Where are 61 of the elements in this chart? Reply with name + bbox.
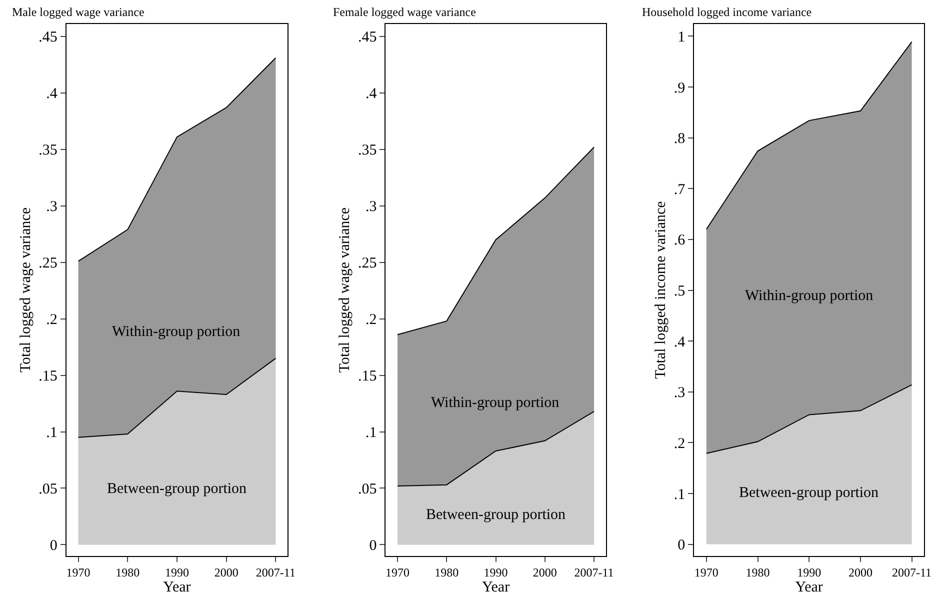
x-axis-title: Year — [163, 579, 191, 596]
y-tick-label: .2 — [365, 312, 377, 328]
y-tick-label: .3 — [46, 199, 58, 216]
y-axis-title: Total logged wage variance — [18, 207, 34, 373]
x-tick-label: 1990 — [484, 565, 508, 580]
x-tick-label: 2000 — [214, 565, 238, 580]
chart-title: Household logged income variance — [642, 5, 812, 19]
y-tick-label: .7 — [674, 182, 686, 198]
x-axis-title: Year — [795, 579, 823, 596]
x-tick-label: 2000 — [848, 565, 872, 580]
y-tick-label: 0 — [50, 538, 58, 554]
series-label: Within-group portion — [745, 288, 874, 304]
series-label: Between-group portion — [107, 481, 248, 497]
y-tick-label: .3 — [674, 385, 686, 402]
x-tick-label: 1970 — [386, 565, 410, 580]
chart-title: Male logged wage variance — [12, 5, 144, 19]
y-tick-label: .15 — [358, 368, 377, 385]
y-axis-title: Total logged income variance — [653, 200, 670, 379]
x-tick-label: 2007-11 — [256, 565, 296, 580]
y-tick-label: 1 — [678, 29, 686, 46]
y-tick-label: .1 — [674, 486, 686, 503]
y-tick-label: .2 — [674, 436, 686, 452]
y-tick-label: .45 — [358, 30, 377, 46]
y-tick-label: 0 — [678, 538, 686, 554]
y-tick-label: .5 — [674, 284, 686, 300]
y-tick-label: .1 — [46, 425, 58, 441]
y-axis-title: Total logged wage variance — [337, 207, 354, 373]
x-tick-label: 1990 — [164, 565, 189, 580]
series-label: Between-group portion — [426, 507, 566, 523]
y-tick-label: 0 — [369, 538, 377, 554]
y-tick-label: .9 — [674, 80, 686, 96]
y-tick-label: .3 — [365, 199, 377, 216]
x-tick-label: 2007-11 — [892, 565, 932, 580]
x-tick-label: 1990 — [797, 565, 822, 580]
y-tick-label: .45 — [38, 30, 58, 46]
y-tick-label: .05 — [358, 481, 377, 498]
y-tick-label: .15 — [38, 368, 58, 385]
x-tick-label: 2000 — [532, 565, 557, 580]
y-tick-label: .05 — [38, 481, 58, 498]
x-tick-label: 1980 — [746, 565, 770, 580]
x-tick-label: 1980 — [434, 565, 459, 580]
series-label: Within-group portion — [431, 395, 560, 411]
y-tick-label: .35 — [358, 142, 377, 159]
x-tick-label: 2007-11 — [574, 565, 614, 580]
x-tick-label: 1970 — [694, 565, 718, 580]
series-label: Between-group portion — [739, 485, 880, 501]
series-label: Within-group portion — [112, 324, 241, 340]
y-tick-label: .8 — [674, 131, 686, 148]
chart-title: Female logged wage variance — [333, 5, 476, 19]
y-tick-label: .4 — [46, 86, 58, 102]
y-tick-label: .4 — [674, 334, 686, 350]
x-axis-title: Year — [482, 579, 510, 596]
y-tick-label: .25 — [358, 256, 377, 272]
y-tick-label: .1 — [365, 425, 377, 441]
y-tick-label: .35 — [38, 142, 58, 159]
x-tick-label: 1980 — [116, 565, 140, 580]
y-tick-label: .6 — [674, 232, 686, 249]
y-tick-label: .25 — [38, 256, 58, 272]
y-tick-label: .4 — [365, 86, 378, 102]
x-tick-label: 1970 — [66, 565, 90, 580]
y-tick-label: .2 — [46, 312, 58, 328]
